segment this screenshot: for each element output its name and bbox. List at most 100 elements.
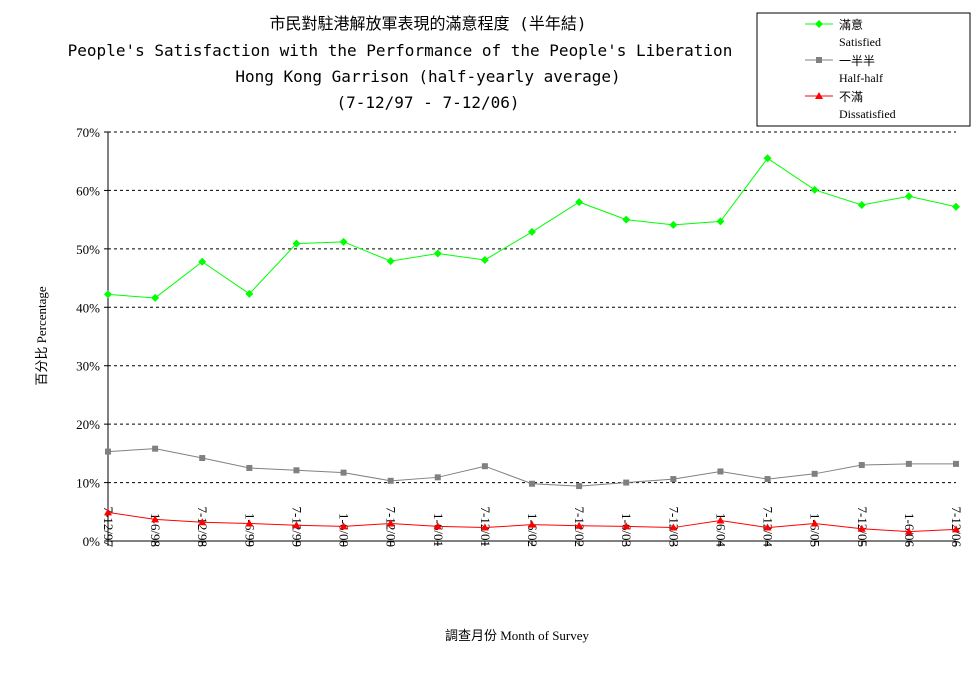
x-axis-label: 調查月份 Month of Survey <box>445 628 590 643</box>
data-point-half-half <box>293 467 300 474</box>
data-point-satisfied <box>952 202 960 211</box>
data-point-dissatisfied <box>763 523 772 531</box>
data-point-satisfied <box>575 198 584 207</box>
chart-title: 市民對駐港解放軍表現的滿意程度 (半年結) <box>270 14 587 33</box>
legend-swatch-marker <box>816 57 822 63</box>
data-point-dissatisfied <box>339 522 348 530</box>
data-point-satisfied <box>622 215 631 224</box>
data-point-half-half <box>434 474 441 481</box>
data-point-half-half <box>623 479 630 486</box>
data-point-half-half <box>152 445 159 452</box>
x-tick-label: 7-12/97 <box>101 507 116 548</box>
data-point-dissatisfied <box>245 519 254 527</box>
data-point-half-half <box>387 477 394 484</box>
legend-swatch-marker <box>815 20 823 28</box>
y-tick-label: 10% <box>76 476 100 491</box>
data-point-satisfied <box>810 185 819 194</box>
data-point-half-half <box>905 460 912 467</box>
data-point-half-half <box>246 464 253 471</box>
data-point-dissatisfied <box>952 525 960 533</box>
data-point-satisfied <box>245 289 254 298</box>
data-point-dissatisfied <box>857 524 866 532</box>
data-point-dissatisfied <box>386 519 395 527</box>
y-tick-label: 50% <box>76 242 100 257</box>
legend-label-zh: 滿意 <box>839 17 863 32</box>
x-tick-label: 1-6/05 <box>808 513 823 547</box>
legend: 滿意 Satisfied 一半半 Half-half 不滿 Dissatisfied <box>756 12 971 127</box>
data-point-half-half <box>340 469 347 476</box>
data-point-satisfied <box>716 217 725 226</box>
data-point-satisfied <box>292 239 301 248</box>
legend-item-dissatisfied: 不滿 Dissatisfied <box>805 90 896 121</box>
data-point-dissatisfied <box>904 527 913 535</box>
data-point-dissatisfied <box>669 523 678 531</box>
y-tick-label: 0% <box>83 534 101 549</box>
data-point-dissatisfied <box>622 522 631 530</box>
data-point-dissatisfied <box>198 518 207 526</box>
data-point-dissatisfied <box>575 521 584 529</box>
legend-swatch-marker <box>815 92 823 99</box>
y-tick-label: 20% <box>76 417 100 432</box>
legend-item-satisfied: 滿意 Satisfied <box>805 17 881 49</box>
data-point-half-half <box>105 448 111 455</box>
data-point-dissatisfied <box>716 516 725 524</box>
series-layer <box>104 154 960 535</box>
data-point-half-half <box>529 480 535 487</box>
data-point-satisfied <box>386 257 395 266</box>
data-point-half-half <box>764 476 771 483</box>
series-satisfied <box>104 154 960 302</box>
data-point-half-half <box>481 463 488 470</box>
legend-item-half-half: 一半半 Half-half <box>805 54 883 85</box>
y-tick-label: 70% <box>76 125 100 140</box>
series-line-half-half <box>107 448 956 487</box>
data-point-satisfied <box>857 201 866 210</box>
chart-subtitle-line-3: (7-12/97 - 7-12/06) <box>336 93 519 112</box>
data-point-dissatisfied <box>528 520 536 528</box>
x-tick-label: 1-6/01 <box>431 513 446 547</box>
legend-box <box>756 12 971 127</box>
data-point-half-half <box>953 460 959 467</box>
data-point-half-half <box>199 455 206 462</box>
data-point-dissatisfied <box>151 515 160 523</box>
data-point-satisfied <box>433 249 442 258</box>
legend-label-en: Dissatisfied <box>839 107 896 121</box>
chart-subtitle-line-2: Hong Kong Garrison (half-yearly average) <box>235 67 620 86</box>
data-point-satisfied <box>339 237 348 246</box>
data-point-half-half <box>670 476 677 483</box>
y-tick-label: 30% <box>76 359 100 374</box>
legend-label-en: Half-half <box>839 71 883 85</box>
data-point-satisfied <box>528 227 536 236</box>
data-point-satisfied <box>763 154 772 163</box>
data-point-satisfied <box>198 257 207 266</box>
data-point-satisfied <box>669 220 678 229</box>
y-tick-labels: 0% 10% 20% 30% 40% 50% 60% 70% <box>76 125 108 549</box>
x-tick-label: 7-12/98 <box>195 507 210 547</box>
data-point-dissatisfied <box>292 521 301 529</box>
legend-label-zh: 不滿 <box>839 90 863 104</box>
series-half-half <box>105 445 959 490</box>
y-tick-label: 40% <box>76 300 100 315</box>
data-point-half-half <box>576 483 583 490</box>
data-point-half-half <box>858 462 865 469</box>
data-point-dissatisfied <box>810 519 819 527</box>
data-point-dissatisfied <box>433 522 442 530</box>
x-tick-label: 1-6/02 <box>525 513 540 547</box>
data-point-dissatisfied <box>104 508 112 516</box>
data-point-half-half <box>811 470 818 477</box>
y-axis-label: 百分比 Percentage <box>34 286 49 386</box>
data-point-satisfied <box>151 293 160 302</box>
x-tick-label: 1-6/00 <box>337 513 352 547</box>
gridlines <box>108 131 956 484</box>
x-tick-label: 1-6/03 <box>619 513 634 547</box>
series-dissatisfied <box>104 508 960 535</box>
y-tick-label: 60% <box>76 183 100 198</box>
data-point-satisfied <box>104 290 112 299</box>
data-point-satisfied <box>480 255 489 264</box>
data-point-satisfied <box>904 192 913 201</box>
legend-label-zh: 一半半 <box>839 54 875 68</box>
x-tick-label: 1-6/99 <box>242 513 257 547</box>
chart-subtitle-line-1: People's Satisfaction with the Performan… <box>68 41 733 60</box>
x-tick-label: 7-12/00 <box>384 507 399 547</box>
legend-label-en: Satisfied <box>839 35 881 49</box>
